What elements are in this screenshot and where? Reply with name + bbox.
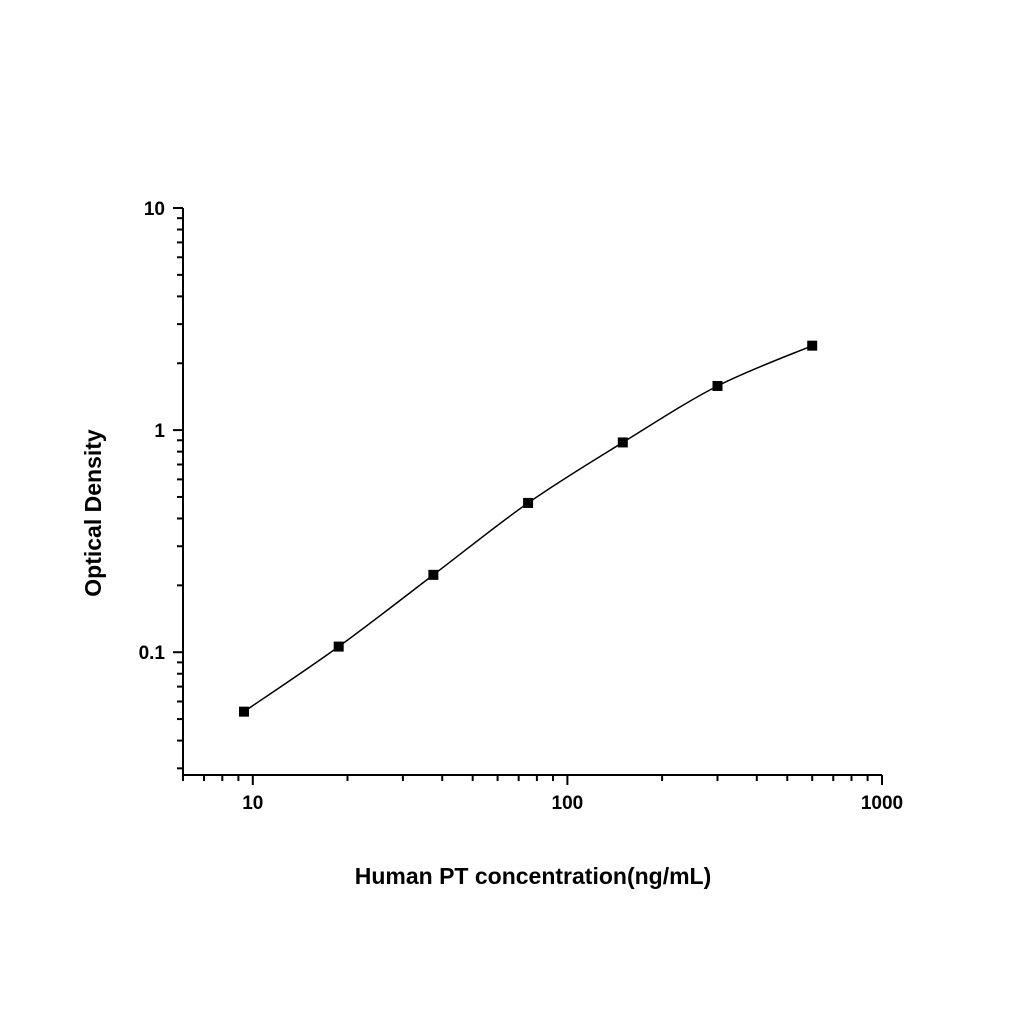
data-point <box>617 437 628 448</box>
x-tick-label: 10 <box>242 793 263 814</box>
y-axis-title: Optical Density <box>80 429 106 597</box>
y-tick-label: 1 <box>154 421 165 442</box>
data-point <box>428 569 439 580</box>
x-tick-label: 100 <box>552 793 584 814</box>
series <box>238 340 818 717</box>
y-tick-label: 0.1 <box>139 643 166 664</box>
x-tick-label: 1000 <box>861 793 903 814</box>
data-point <box>523 497 534 508</box>
axes <box>182 208 882 776</box>
ticks <box>173 207 883 785</box>
data-point <box>712 380 723 391</box>
data-point <box>807 340 818 351</box>
y-tick-label: 10 <box>144 199 165 220</box>
data-point <box>333 641 344 652</box>
data-point <box>238 706 249 717</box>
tick-labels: 0.1 1 10 10 100 1000 <box>139 199 904 814</box>
x-axis-title: Human PT concentration(ng/mL) <box>355 863 712 889</box>
fit-curve <box>243 344 813 713</box>
